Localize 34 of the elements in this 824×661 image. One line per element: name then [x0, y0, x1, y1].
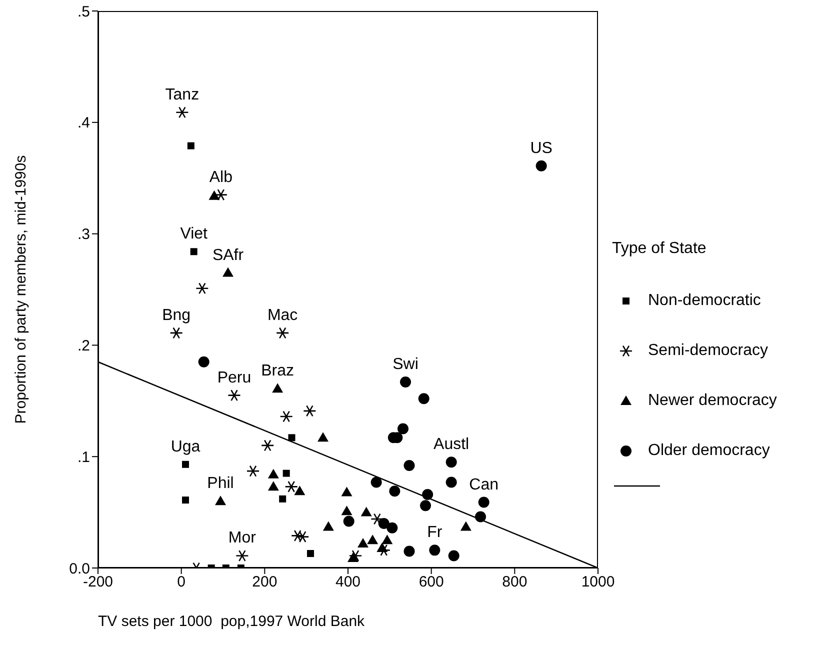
annotation: Peru: [217, 369, 252, 386]
legend-title: Type of State: [612, 240, 708, 258]
y-tick-label: .1: [77, 448, 90, 466]
legend-label: Non-democratic: [648, 292, 761, 310]
x-tick-label: 1000: [581, 574, 615, 591]
x-tick-label: 800: [502, 574, 528, 591]
annotation: US: [530, 140, 552, 157]
x-tick-label: 0: [177, 574, 186, 591]
annotation: Braz: [261, 362, 294, 380]
y-tick-label: .3: [77, 226, 90, 244]
annotation: Tanz: [165, 86, 200, 104]
annotation: Bng: [162, 306, 191, 324]
y-tick-label: .5: [77, 3, 90, 20]
x-tick-label: 200: [252, 574, 278, 591]
legend-label: Older democracy: [648, 442, 770, 460]
legend-label: Semi-democracy: [648, 342, 768, 360]
y-axis-title: Proportion of party members, mid-1990s: [12, 155, 30, 424]
x-tick-label: 600: [418, 574, 444, 591]
annotation: Phil: [207, 475, 234, 492]
annotation: Fr: [427, 524, 443, 542]
annotation: Viet: [180, 226, 208, 243]
annotation: Can: [469, 476, 499, 494]
annotation: SAfr: [212, 246, 244, 264]
annotation: Uga: [170, 438, 200, 456]
legend-label: Newer democracy: [648, 392, 777, 410]
annotation: Swi: [392, 356, 418, 373]
x-axis-title: TV sets per 1000 pop,1997 World Bank: [98, 613, 365, 630]
y-tick-label: .2: [77, 338, 90, 355]
annotation: Alb: [209, 168, 233, 186]
x-tick-label: 400: [335, 574, 361, 591]
annotation: Mac: [267, 306, 298, 324]
y-tick-label: .4: [77, 114, 90, 132]
annotation: Mor: [228, 530, 257, 547]
annotation: Austl: [434, 436, 470, 454]
